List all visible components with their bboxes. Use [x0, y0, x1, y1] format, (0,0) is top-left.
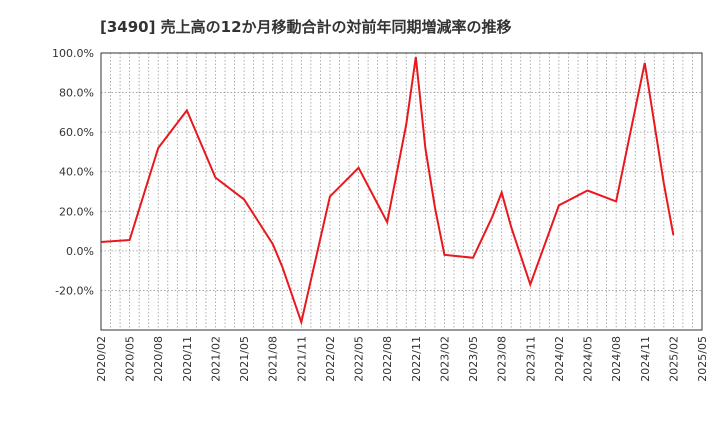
y-tick-label: 40.0%	[59, 166, 94, 179]
x-tick-label: 2020/08	[152, 336, 165, 382]
x-tick-label: 2024/08	[610, 336, 623, 382]
y-tick-label: -20.0%	[55, 284, 94, 297]
x-tick-label: 2020/05	[124, 336, 137, 382]
x-tick-label: 2021/05	[238, 336, 251, 382]
x-tick-label: 2024/02	[553, 336, 566, 382]
x-tick-label: 2021/11	[295, 336, 308, 382]
plot-frame	[100, 52, 703, 331]
y-tick-label: 60.0%	[59, 126, 94, 139]
x-tick-label: 2022/11	[410, 336, 423, 382]
x-tick-label: 2020/02	[95, 336, 108, 382]
y-tick-label: 0.0%	[66, 245, 94, 258]
x-tick-label: 2020/11	[181, 336, 194, 382]
x-tick-label: 2023/11	[524, 336, 537, 382]
chart-title: [3490] 売上高の12か月移動合計の対前年同期増減率の推移	[100, 18, 512, 36]
x-tick-label: 2023/05	[467, 336, 480, 382]
x-tick-label: 2025/05	[696, 336, 709, 382]
x-tick-label: 2022/05	[353, 336, 366, 382]
x-tick-label: 2024/11	[639, 336, 652, 382]
y-tick-label: 80.0%	[59, 87, 94, 100]
y-tick-label: 20.0%	[59, 205, 94, 218]
x-tick-label: 2021/02	[209, 336, 222, 382]
x-tick-label: 2022/02	[324, 336, 337, 382]
y-tick-label: 100.0%	[52, 47, 94, 60]
x-tick-label: 2023/02	[438, 336, 451, 382]
series-line	[100, 56, 675, 326]
x-tick-label: 2021/08	[267, 336, 280, 382]
x-tick-label: 2025/02	[667, 336, 680, 382]
x-tick-label: 2022/08	[381, 336, 394, 382]
x-tick-label: 2024/05	[582, 336, 595, 382]
x-tick-label: 2023/08	[496, 336, 509, 382]
